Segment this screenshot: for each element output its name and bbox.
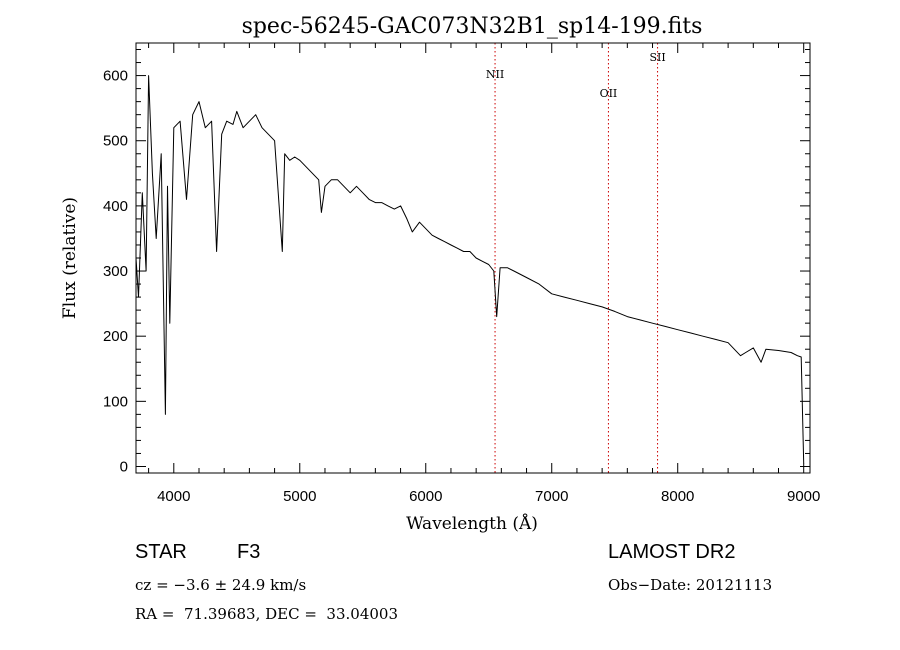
survey-name: LAMOST DR2 <box>608 541 736 563</box>
x-tick-label: 8000 <box>661 488 694 505</box>
spectrum-series <box>135 75 805 464</box>
y-axis-label: Flux (relative) <box>60 197 80 319</box>
y-tick-label: 500 <box>103 133 128 150</box>
x-tick-label: 7000 <box>535 488 568 505</box>
x-axis-label: Wavelength (Å) <box>406 513 538 534</box>
y-tick-label: 400 <box>103 198 128 215</box>
redshift-velocity: cz = −3.6 ± 24.9 km/s <box>135 576 307 594</box>
spectrum-line <box>135 75 805 464</box>
y-axis-ticks: 0 100 200 300 400 500 600 <box>103 49 810 475</box>
x-tick-label: 6000 <box>409 488 442 505</box>
line-marker-label-nii: NII <box>486 68 504 81</box>
line-marker-label-oii: OII <box>600 87 618 100</box>
y-tick-label: 600 <box>103 68 128 85</box>
y-tick-label: 100 <box>103 393 128 410</box>
plot-frame <box>135 42 811 474</box>
coordinates: RA = 71.39683, DEC = 33.04003 <box>135 605 399 623</box>
object-type: STAR <box>135 541 187 563</box>
chart-title: spec-56245-GAC073N32B1_sp14-199.fits <box>242 14 703 39</box>
observation-date: Obs−Date: 20121113 <box>608 576 773 594</box>
emission-line-markers: NII OII SII <box>486 43 666 473</box>
y-tick-label: 0 <box>120 458 128 475</box>
x-tick-label: 4000 <box>157 488 190 505</box>
x-tick-label: 5000 <box>283 488 316 505</box>
y-tick-label: 200 <box>103 328 128 345</box>
x-tick-label: 9000 <box>787 488 820 505</box>
line-marker-label-sii: SII <box>649 51 665 64</box>
x-axis-ticks: 4000 5000 6000 7000 8000 9000 <box>148 43 820 505</box>
spectral-subclass: F3 <box>237 541 261 563</box>
y-tick-label: 300 <box>103 263 128 280</box>
